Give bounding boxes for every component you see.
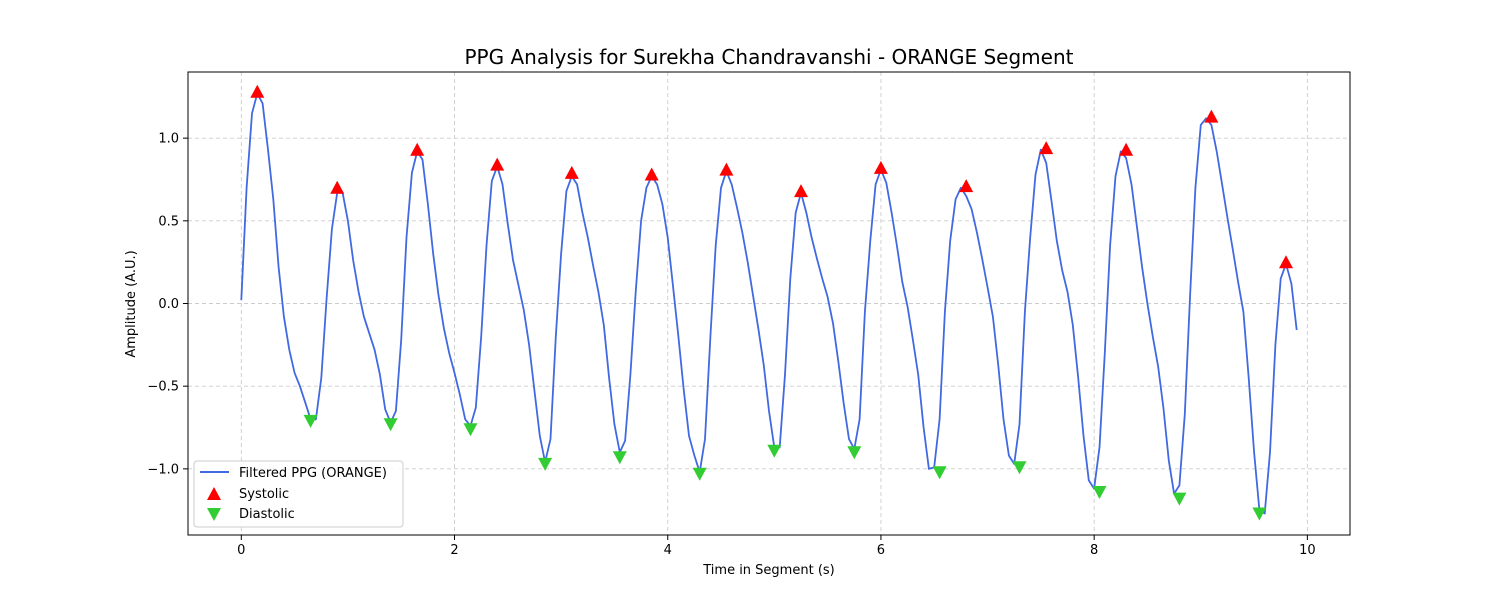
x-tick-label: 8: [1090, 543, 1098, 558]
x-tick-label: 4: [664, 543, 672, 558]
x-tick-label: 2: [450, 543, 458, 558]
systolic-marker: [794, 184, 808, 198]
diastolic-marker: [767, 444, 782, 458]
y-tick-label: −0.5: [147, 380, 179, 395]
x-axis-label: Time in Segment (s): [702, 563, 834, 578]
systolic-marker: [1204, 109, 1219, 123]
legend-diastolic-marker: [207, 508, 221, 521]
legend-label-systolic: Systolic: [239, 487, 289, 502]
systolic-marker: [490, 157, 505, 171]
marker-layer: [250, 84, 1293, 521]
systolic-marker: [1039, 141, 1054, 155]
systolic-marker: [873, 160, 888, 174]
diastolic-marker: [463, 423, 478, 437]
diastolic-marker: [1252, 507, 1267, 521]
x-tick-label: 0: [237, 543, 245, 558]
chart-title: PPG Analysis for Surekha Chandravanshi -…: [465, 45, 1074, 69]
x-tick-label: 6: [877, 543, 885, 558]
diastolic-marker: [383, 418, 398, 432]
diastolic-marker: [303, 414, 318, 428]
y-axis-label: Amplitude (A.U.): [124, 250, 139, 357]
x-tick-label: 10: [1299, 543, 1316, 558]
diastolic-marker: [1172, 492, 1187, 506]
legend-label-diastolic: Diastolic: [239, 507, 295, 522]
systolic-marker: [644, 167, 659, 181]
grid: [188, 72, 1350, 535]
diastolic-marker: [612, 451, 627, 465]
ticks: 0 2 4 6 8 10 −1.0 −0.5 0.0 0.5 1.0: [147, 132, 1315, 558]
systolic-marker: [1279, 255, 1293, 269]
diastolic-marker: [538, 457, 553, 471]
diastolic-marker: [932, 466, 947, 480]
y-tick-label: 0.0: [158, 297, 179, 312]
systolic-marker: [330, 180, 345, 194]
legend-systolic-marker: [207, 487, 221, 500]
systolic-marker: [250, 84, 265, 98]
systolic-marker: [410, 142, 425, 156]
y-tick-label: −1.0: [147, 462, 179, 477]
systolic-marker: [959, 179, 974, 193]
systolic-marker: [1119, 142, 1134, 156]
diastolic-marker: [692, 467, 707, 481]
systolic-marker: [719, 162, 734, 176]
systolic-marker: [564, 165, 579, 179]
y-tick-label: 0.5: [158, 214, 179, 229]
legend: Filtered PPG (ORANGE) Systolic Diastolic: [193, 460, 404, 528]
y-tick-label: 1.0: [158, 132, 179, 147]
legend-label-series: Filtered PPG (ORANGE): [239, 466, 387, 481]
legend-box: [193, 460, 404, 528]
diastolic-marker: [1012, 461, 1027, 475]
diastolic-marker: [1092, 486, 1107, 499]
diastolic-marker: [847, 446, 862, 460]
